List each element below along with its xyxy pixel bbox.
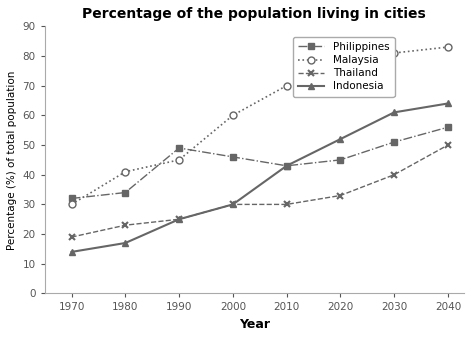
Legend: Philippines, Malaysia, Thailand, Indonesia: Philippines, Malaysia, Thailand, Indones… [293,37,395,97]
Thailand [230,202,236,207]
Indonesia [284,164,290,168]
Indonesia [391,110,397,114]
Y-axis label: Percentage (%) of total population: Percentage (%) of total population [7,70,17,249]
Philippines [69,196,74,200]
Philippines [391,140,397,144]
Malaysia [69,202,74,207]
Line: Thailand: Thailand [68,142,451,241]
Thailand [176,217,182,221]
Indonesia [69,250,74,254]
Line: Indonesia: Indonesia [68,100,451,256]
Malaysia [284,83,290,88]
Malaysia [445,45,451,49]
Indonesia [122,241,128,245]
Line: Malaysia: Malaysia [68,44,451,208]
Thailand [284,202,290,207]
Thailand [69,235,74,239]
Philippines [176,146,182,150]
Malaysia [176,158,182,162]
Malaysia [122,170,128,174]
Philippines [122,191,128,195]
Philippines [284,164,290,168]
Malaysia [230,113,236,117]
Title: Percentage of the population living in cities: Percentage of the population living in c… [82,7,426,21]
Malaysia [338,69,343,73]
Indonesia [338,137,343,141]
Indonesia [230,202,236,207]
Thailand [391,173,397,177]
Philippines [230,155,236,159]
Malaysia [391,51,397,55]
Philippines [445,125,451,129]
Line: Philippines: Philippines [69,124,451,201]
Thailand [122,223,128,227]
Thailand [338,193,343,197]
Thailand [445,143,451,147]
X-axis label: Year: Year [239,318,270,331]
Indonesia [176,217,182,221]
Philippines [338,158,343,162]
Indonesia [445,101,451,105]
